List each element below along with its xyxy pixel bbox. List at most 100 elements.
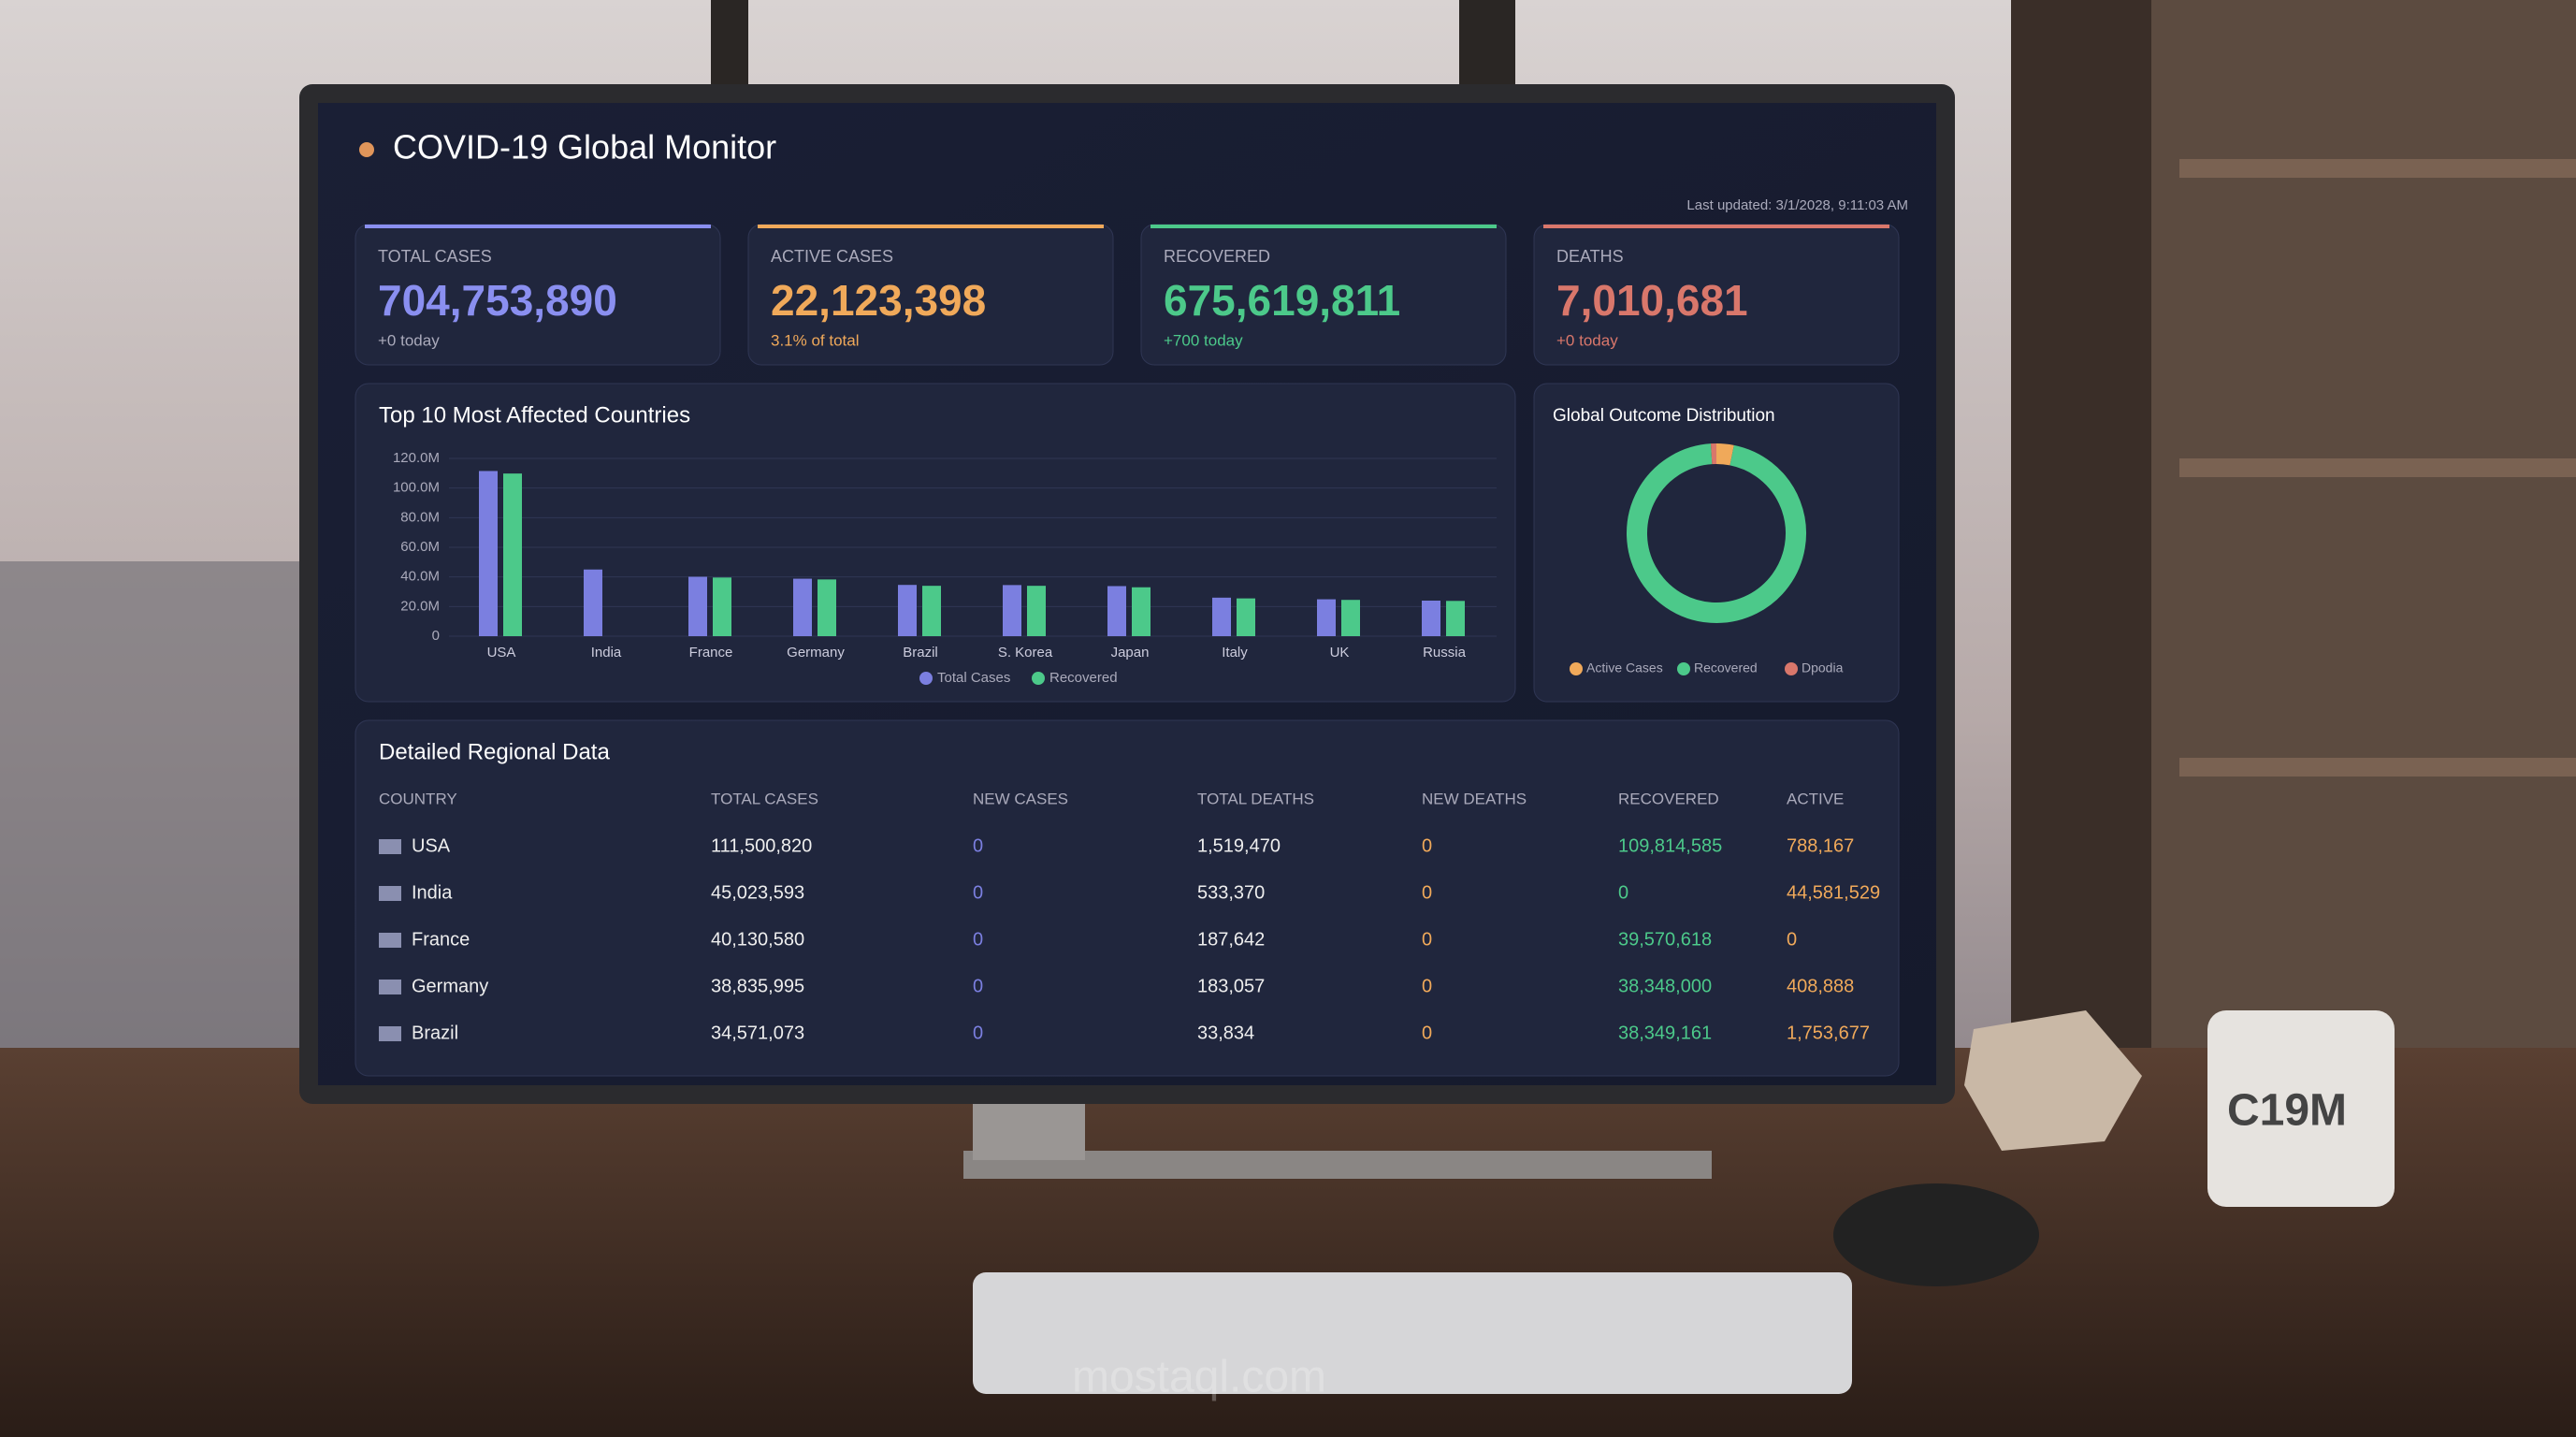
card-accent xyxy=(1543,225,1889,228)
mug-label: C19M xyxy=(2227,1086,2347,1136)
table-cell: 0 xyxy=(973,976,983,996)
legend-label: Dpodia xyxy=(1802,660,1844,675)
table-header: RECOVERED xyxy=(1618,790,1719,807)
watermark: mostaql.com xyxy=(1072,1353,1326,1402)
bar xyxy=(898,585,917,636)
table-cell: 0 xyxy=(973,835,983,856)
x-tick-label: Italy xyxy=(1222,645,1248,660)
bar xyxy=(922,586,941,636)
x-tick-label: Brazil xyxy=(903,645,938,660)
bar xyxy=(479,471,498,636)
bar xyxy=(1317,599,1336,636)
x-tick-label: UK xyxy=(1330,645,1350,660)
dashboard-title: COVID-19 Global Monitor xyxy=(393,128,776,167)
y-tick-label: 40.0M xyxy=(400,569,440,585)
legend-label: Active Cases xyxy=(1586,660,1663,675)
table-cell: 111,500,820 xyxy=(711,835,812,856)
table-header: NEW CASES xyxy=(973,790,1068,807)
x-tick-label: France xyxy=(689,645,733,660)
table-cell: 187,642 xyxy=(1197,929,1265,950)
table-cell: 34,571,073 xyxy=(711,1023,804,1043)
bar xyxy=(793,578,812,636)
table-header: TOTAL DEATHS xyxy=(1197,790,1314,807)
table-cell: 38,349,161 xyxy=(1618,1023,1712,1043)
y-tick-label: 20.0M xyxy=(400,598,440,614)
flag xyxy=(379,980,401,994)
table-cell: 0 xyxy=(1422,929,1432,950)
flag xyxy=(379,933,401,948)
x-tick-label: Germany xyxy=(787,645,845,660)
table-cell: 183,057 xyxy=(1197,976,1265,996)
table-cell: 533,370 xyxy=(1197,882,1265,903)
x-tick-label: India xyxy=(591,645,622,660)
table-cell: 38,835,995 xyxy=(711,976,804,996)
table-cell: 0 xyxy=(1618,882,1628,903)
y-tick-label: 80.0M xyxy=(400,509,440,525)
chart-title: Global Outcome Distribution xyxy=(1553,406,1775,426)
table-cell: 0 xyxy=(1422,882,1432,903)
table-header: NEW DEATHS xyxy=(1422,790,1527,807)
table-cell: 33,834 xyxy=(1197,1023,1254,1043)
bar xyxy=(503,473,522,636)
mouse xyxy=(1833,1183,2039,1286)
card-value: 675,619,811 xyxy=(1164,276,1400,325)
table-header: ACTIVE xyxy=(1787,790,1844,807)
last-updated: Last updated: 3/1/2028, 9:11:03 AM xyxy=(1686,197,1908,213)
bar xyxy=(1003,585,1021,636)
table-cell: India xyxy=(412,882,453,903)
x-tick-label: S. Korea xyxy=(998,645,1053,660)
card-accent xyxy=(365,225,711,228)
title-dot xyxy=(359,142,374,157)
card-sub: +0 today xyxy=(378,331,440,349)
card-sub: +700 today xyxy=(1164,331,1243,349)
y-tick-label: 0 xyxy=(432,628,440,644)
bar xyxy=(1027,586,1046,636)
y-tick-label: 100.0M xyxy=(393,480,440,496)
table-cell: 44,581,529 xyxy=(1787,882,1880,903)
chart-title: Top 10 Most Affected Countries xyxy=(379,402,690,428)
table-cell: Germany xyxy=(412,976,488,996)
donut-segment xyxy=(1627,443,1806,623)
x-tick-label: USA xyxy=(487,645,516,660)
card-label: RECOVERED xyxy=(1164,247,1270,266)
table-cell: 0 xyxy=(973,929,983,950)
card-value: 7,010,681 xyxy=(1556,276,1748,325)
x-tick-label: Russia xyxy=(1423,645,1467,660)
y-tick-label: 60.0M xyxy=(400,539,440,555)
card-accent xyxy=(1151,225,1497,228)
table-header: TOTAL CASES xyxy=(711,790,818,807)
legend-label: Recovered xyxy=(1049,670,1118,686)
flag xyxy=(379,839,401,854)
card-label: TOTAL CASES xyxy=(378,247,492,266)
table-cell: 45,023,593 xyxy=(711,882,804,903)
table-cell: 0 xyxy=(1787,929,1797,950)
mug xyxy=(2207,1010,2395,1207)
legend-swatch xyxy=(1570,662,1583,675)
donut-segment xyxy=(1715,443,1734,466)
legend-swatch xyxy=(1785,662,1798,675)
card-sub: 3.1% of total xyxy=(771,331,860,349)
panel xyxy=(1533,383,1900,703)
table-cell: 40,130,580 xyxy=(711,929,804,950)
table-cell: USA xyxy=(412,835,451,856)
table-cell: 0 xyxy=(1422,1023,1432,1043)
table-cell: 1,519,470 xyxy=(1197,835,1281,856)
legend-swatch xyxy=(919,672,933,685)
table-cell: 1,753,677 xyxy=(1787,1023,1870,1043)
plant-pot xyxy=(1964,1010,2142,1151)
table-cell: France xyxy=(412,929,470,950)
bar xyxy=(1212,597,1231,636)
table-cell: 0 xyxy=(1422,976,1432,996)
legend-label: Total Cases xyxy=(937,670,1010,686)
shelf xyxy=(2179,458,2576,477)
bar xyxy=(1237,598,1255,636)
bar xyxy=(688,576,707,636)
x-tick-label: Japan xyxy=(1111,645,1150,660)
shelf xyxy=(2179,758,2576,777)
monitor-base xyxy=(963,1151,1712,1179)
bar xyxy=(1107,586,1126,636)
card-sub: +0 today xyxy=(1556,331,1618,349)
screen: COVID-19 Global Monitor Last updated: 3/… xyxy=(318,103,1936,1085)
